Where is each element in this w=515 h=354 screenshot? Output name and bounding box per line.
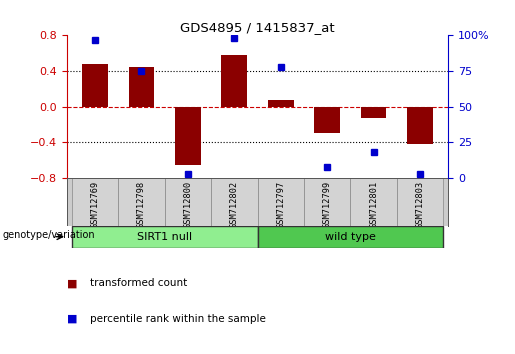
Text: transformed count: transformed count — [90, 278, 187, 288]
Bar — [407, 107, 433, 144]
Bar — [304, 178, 350, 225]
Text: ■: ■ — [67, 314, 77, 324]
Bar — [361, 107, 386, 118]
Bar — [175, 107, 200, 165]
Bar — [82, 64, 108, 107]
Text: GSM712797: GSM712797 — [276, 181, 285, 228]
Text: percentile rank within the sample: percentile rank within the sample — [90, 314, 266, 324]
Text: GSM712802: GSM712802 — [230, 181, 239, 228]
Text: GSM712798: GSM712798 — [137, 181, 146, 228]
Bar — [165, 178, 211, 225]
Text: wild type: wild type — [325, 232, 376, 242]
Text: ■: ■ — [67, 278, 77, 288]
Text: GSM712801: GSM712801 — [369, 181, 378, 228]
Bar — [258, 225, 443, 248]
Bar — [211, 178, 258, 225]
Bar — [118, 178, 165, 225]
Bar — [129, 68, 154, 107]
Bar — [72, 178, 118, 225]
Bar — [397, 178, 443, 225]
Title: GDS4895 / 1415837_at: GDS4895 / 1415837_at — [180, 21, 335, 34]
Bar — [72, 225, 258, 248]
Text: genotype/variation: genotype/variation — [3, 230, 95, 240]
Bar — [315, 107, 340, 133]
Text: SIRT1 null: SIRT1 null — [137, 232, 192, 242]
Text: GSM712800: GSM712800 — [183, 181, 192, 228]
Bar — [221, 55, 247, 107]
Text: GSM712769: GSM712769 — [90, 181, 99, 228]
Bar — [350, 178, 397, 225]
Bar — [258, 178, 304, 225]
Text: GSM712803: GSM712803 — [416, 181, 425, 228]
Bar — [268, 99, 294, 107]
Text: GSM712799: GSM712799 — [323, 181, 332, 228]
